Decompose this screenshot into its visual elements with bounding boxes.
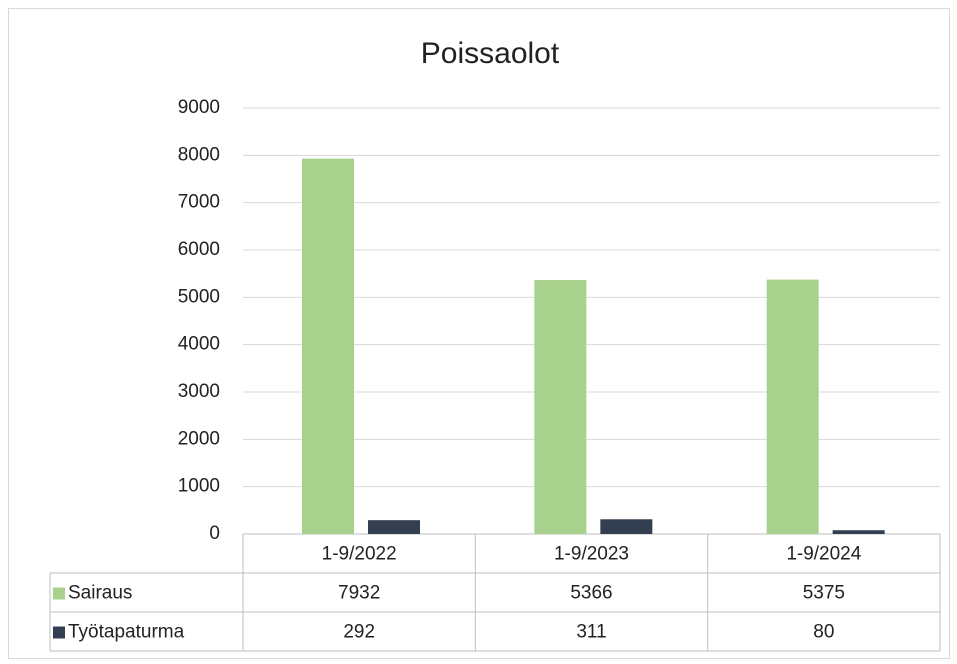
data-table-value: 5366 — [570, 583, 612, 604]
bar — [832, 530, 885, 534]
y-tick-label: 0 — [209, 523, 220, 544]
data-table-value: 5375 — [803, 583, 845, 604]
y-tick-label: 3000 — [178, 381, 220, 402]
y-tick-label: 6000 — [178, 239, 220, 260]
data-table-value: 292 — [343, 622, 375, 643]
x-tick-label: 1-9/2022 — [322, 544, 397, 565]
data-table-value: 7932 — [338, 583, 380, 604]
bar — [600, 519, 653, 534]
legend-label: Työtapaturma — [68, 622, 185, 643]
y-tick-label: 5000 — [178, 286, 220, 307]
data-table-value: 80 — [813, 622, 834, 643]
bar — [302, 158, 354, 534]
legend-label: Sairaus — [68, 583, 132, 604]
y-tick-label: 1000 — [178, 476, 220, 497]
bar — [368, 520, 420, 534]
y-tick-label: 8000 — [178, 144, 220, 165]
bar — [766, 279, 819, 534]
data-table-value: 311 — [576, 622, 606, 643]
legend-swatch — [53, 587, 65, 600]
x-tick-label: 1-9/2024 — [786, 544, 861, 565]
x-tick-label: 1-9/2023 — [554, 544, 629, 565]
y-tick-label: 7000 — [178, 192, 220, 213]
bar — [534, 280, 587, 534]
chart-title: Poissaolot — [421, 37, 560, 70]
y-tick-label: 9000 — [178, 97, 220, 118]
legend-swatch — [53, 626, 65, 639]
y-tick-label: 2000 — [178, 428, 220, 449]
y-tick-label: 4000 — [178, 334, 220, 355]
